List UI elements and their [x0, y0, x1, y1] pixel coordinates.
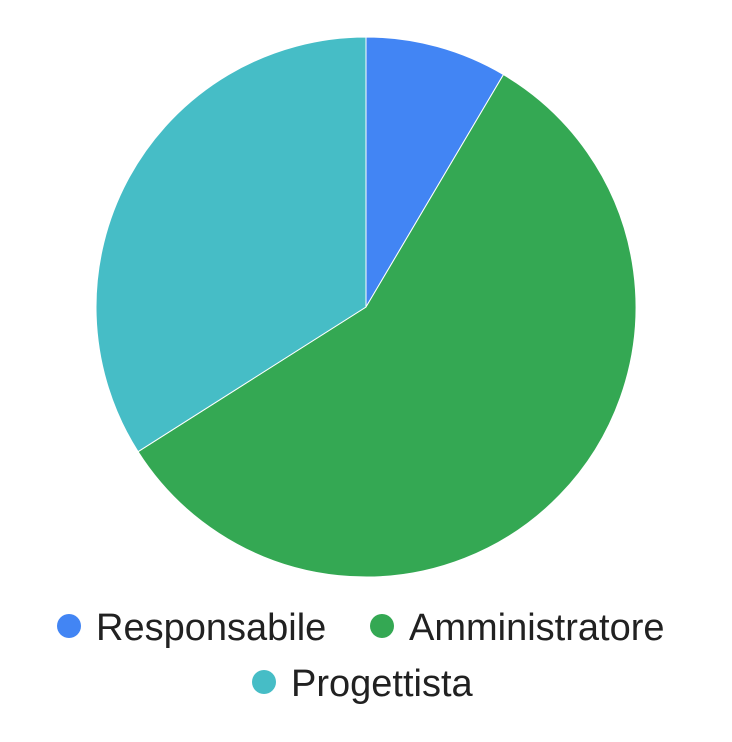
legend-item-progettista[interactable]: Progettista	[252, 663, 474, 705]
pie-slice-amministratore[interactable]	[137, 73, 637, 578]
legend-label-responsabile: Responsabile	[96, 607, 326, 649]
legend-marker-responsabile	[57, 614, 81, 638]
legend-label-progettista: Progettista	[291, 663, 474, 705]
pie-slice-progettista[interactable]	[95, 36, 367, 453]
pie-slices	[95, 36, 637, 578]
legend-label-amministratore: Amministratore	[409, 607, 665, 649]
legend-item-amministratore[interactable]: Amministratore	[370, 607, 665, 649]
legend-marker-amministratore	[370, 614, 394, 638]
pie-slice-responsabile[interactable]	[365, 36, 505, 309]
legend: Responsabile Amministratore Progettista	[57, 607, 665, 705]
legend-marker-progettista	[252, 670, 276, 694]
legend-item-responsabile[interactable]: Responsabile	[57, 607, 326, 649]
